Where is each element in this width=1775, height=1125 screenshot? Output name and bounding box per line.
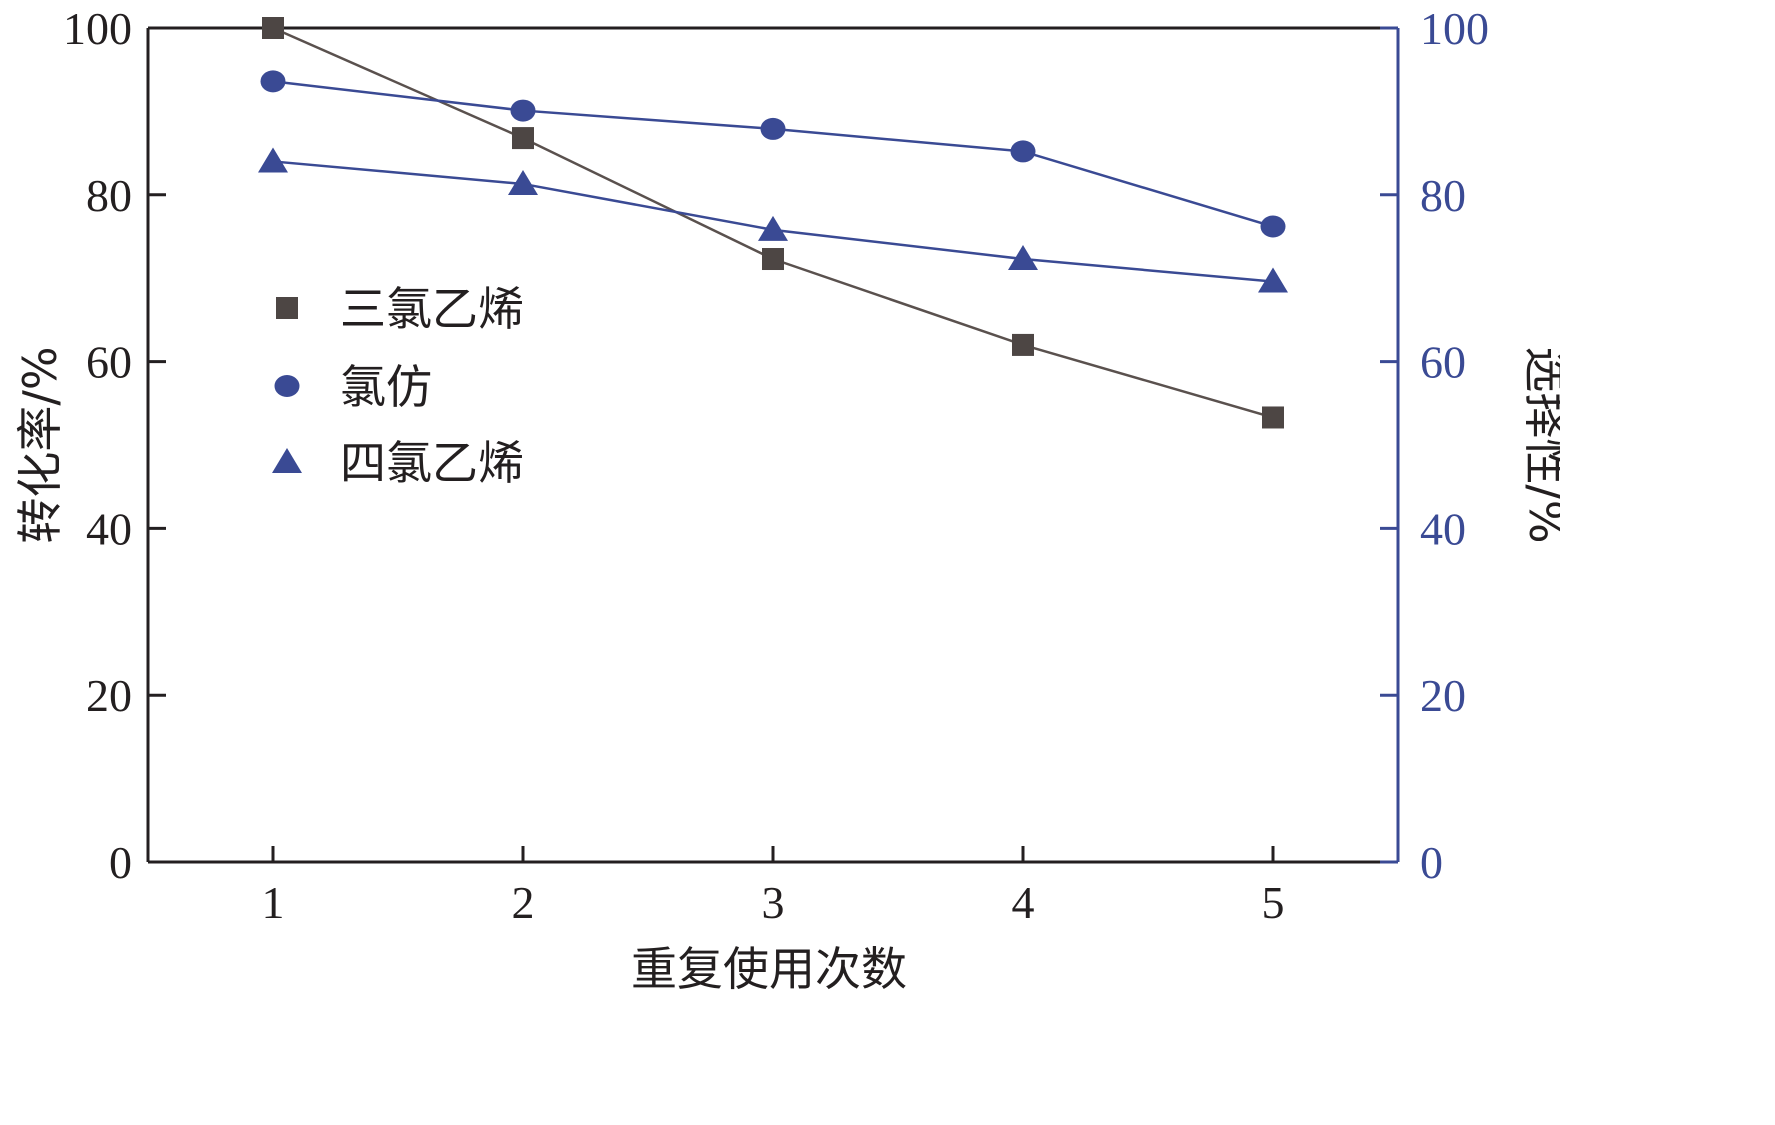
x-tick-label: 5 bbox=[1262, 877, 1285, 928]
y-right-tick-label: 60 bbox=[1420, 337, 1466, 388]
y-left-tick-label: 0 bbox=[109, 837, 132, 888]
y-left-tick-label: 100 bbox=[63, 3, 132, 54]
x-tick-label: 4 bbox=[1012, 877, 1035, 928]
y-right-tick-label: 0 bbox=[1420, 837, 1443, 888]
legend-marker-1 bbox=[276, 297, 298, 319]
series-2-point bbox=[760, 117, 786, 140]
y-left-tick-label: 80 bbox=[86, 170, 132, 221]
series-2-point bbox=[260, 70, 286, 93]
series-3-point bbox=[1008, 245, 1038, 271]
x-tick-label: 1 bbox=[262, 877, 285, 928]
x-tick-label: 3 bbox=[762, 877, 785, 928]
y-left-tick-label: 40 bbox=[86, 503, 132, 554]
dual-axis-line-chart: 1 2 3 4 5 0 20 40 60 80 100 0 20 40 60 80 100 三氯乙烯氯仿四氯乙烯… bbox=[13, 3, 1560, 996]
legend-marker-3 bbox=[272, 448, 302, 473]
series-3-point bbox=[758, 215, 788, 241]
legend-label-3: 四氯乙烯 bbox=[340, 436, 524, 490]
legend-marker-2 bbox=[274, 375, 300, 397]
series-3-point bbox=[1258, 267, 1288, 293]
y-right-tick-label: 40 bbox=[1420, 503, 1466, 554]
series-1-point bbox=[262, 17, 284, 39]
x-axis-title: 重复使用次数 bbox=[631, 942, 907, 996]
series-line-2 bbox=[272, 80, 1274, 228]
y-right-tick-label: 20 bbox=[1420, 670, 1466, 721]
chart-container: 1 2 3 4 5 0 20 40 60 80 100 0 20 40 60 80 100 三氯乙烯氯仿四氯乙烯… bbox=[13, 3, 1560, 996]
series-1-point bbox=[512, 127, 534, 150]
y-left-tick-label: 20 bbox=[86, 670, 132, 721]
series-2-point bbox=[510, 99, 536, 122]
series-2-point bbox=[1260, 215, 1286, 238]
y-axis-right-title: 选择性/% bbox=[1519, 346, 1560, 543]
series-3-point bbox=[258, 147, 288, 173]
legend-label-2: 氯仿 bbox=[340, 360, 432, 414]
legend-label-1: 三氯乙烯 bbox=[340, 282, 524, 336]
x-tick-label: 2 bbox=[512, 877, 535, 928]
series-1-point bbox=[1262, 406, 1284, 429]
series-3-point bbox=[508, 169, 538, 195]
series-2-point bbox=[1010, 140, 1036, 163]
y-left-tick-label: 60 bbox=[86, 337, 132, 388]
y-right-tick-label: 100 bbox=[1420, 3, 1489, 54]
axes-group: 1 2 3 4 5 0 20 40 60 80 100 0 20 40 60 80 100 bbox=[63, 3, 1489, 928]
y-axis-left-title: 转化率/% bbox=[13, 346, 67, 543]
y-right-tick-label: 80 bbox=[1420, 170, 1466, 221]
series-1-point bbox=[762, 248, 784, 271]
series-group bbox=[258, 17, 1288, 429]
series-1-point bbox=[1012, 333, 1034, 356]
